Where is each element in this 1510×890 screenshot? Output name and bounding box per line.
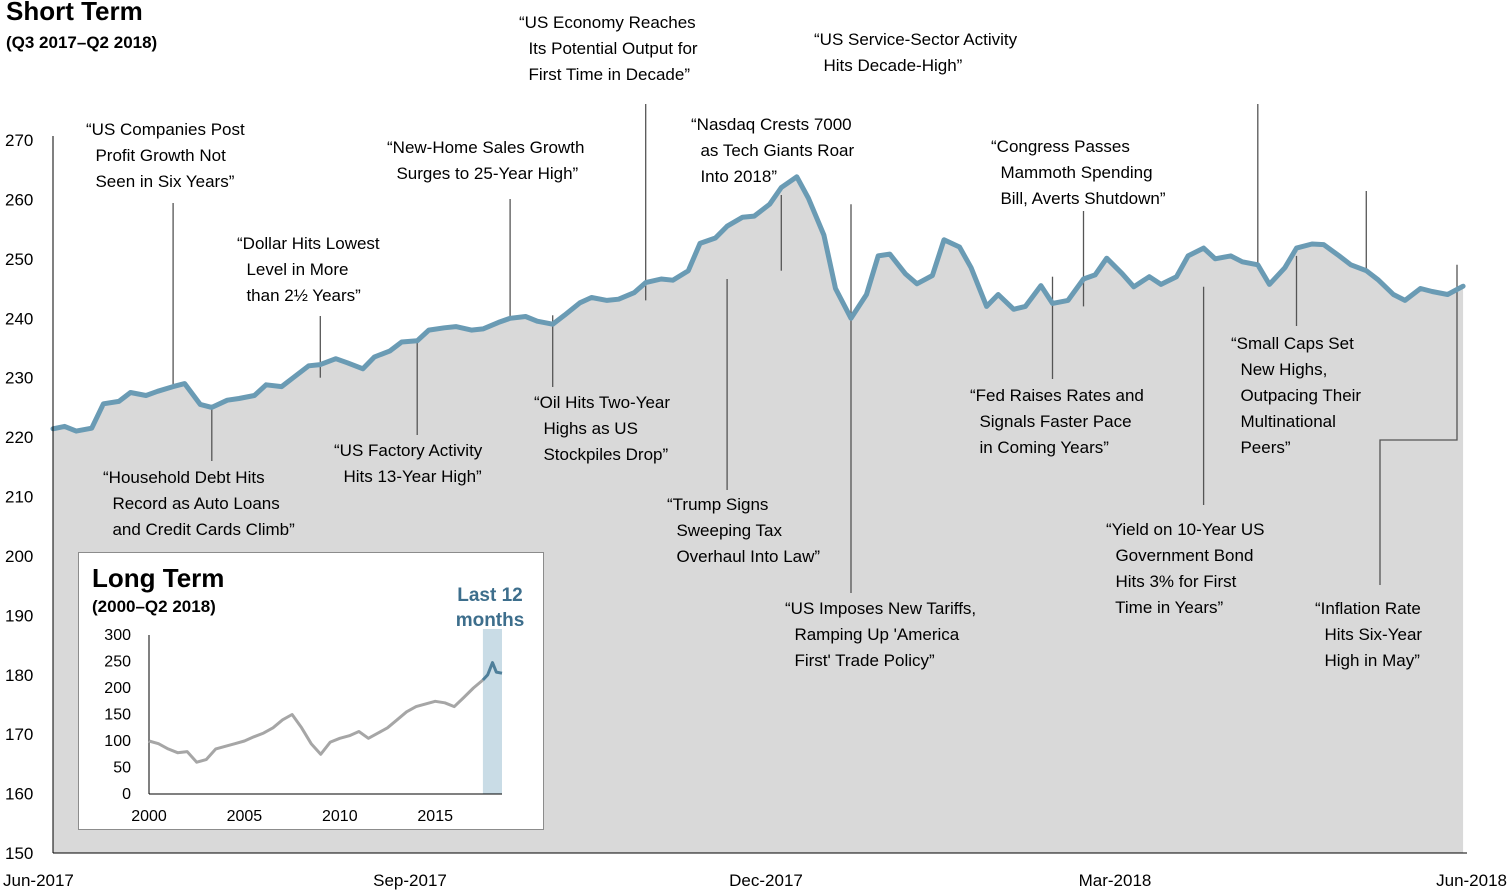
annotation-text: “Yield on 10-Year US Government Bond Hit… [1106,520,1265,617]
y-tick-label: 210 [5,488,33,507]
y-tick-label: 180 [5,666,33,685]
y-tick-label: 230 [5,369,33,388]
x-tick-label: Mar-2018 [1079,871,1152,890]
annotation-text: “Trump Signs Sweeping Tax Overhaul Into … [667,495,821,566]
annotation-text: “Fed Raises Rates and Signals Faster Pac… [970,386,1144,457]
annotation-text: “Congress Passes Mammoth Spending Bill, … [991,137,1166,208]
y-tick-label: 240 [5,309,33,328]
x-tick-label: Jun-2017 [3,871,74,890]
y-tick-label: 250 [5,250,33,269]
y-tick-label: 160 [5,785,33,804]
annotation-text: “Oil Hits Two-Year Highs as US Stockpile… [534,393,671,464]
annotation-text: “US Service-Sector Activity Hits Decade-… [814,30,1018,75]
y-tick-label: 220 [5,428,33,447]
annotation-leaders [172,104,1458,593]
inset-y-tick-label: 0 [122,786,131,803]
annotation-text: “Dollar Hits Lowest Level in More than 2… [237,234,380,305]
price-line [50,174,1466,434]
y-tick-label: 270 [5,131,33,150]
last-12-months-band [482,629,502,794]
last-12-months-label: Last 12 months [455,585,525,631]
annotation-text: “US Imposes New Tariffs, Ramping Up 'Ame… [785,599,977,670]
long-term-chart: 0 50 100 150 200 250 300 2000 2005 2010 2015 [104,627,503,825]
inset-history-line [148,678,484,764]
inset-x-tick-label: 2005 [227,808,263,825]
annotation-leader [1379,264,1458,585]
annotation-text: “US Companies Post Profit Growth Not See… [86,120,245,191]
chart-title: Short Term [6,0,143,26]
inset-x-tick-label: 2010 [322,808,358,825]
inset-y-tick-label: 150 [104,707,131,724]
y-tick-label: 190 [5,606,33,625]
annotation-text: “Household Debt Hits Record as Auto Loan… [103,468,295,539]
annotation-text: “US Economy Reaches Its Potential Output… [519,13,698,84]
inset-x-tick-label: 2015 [417,808,453,825]
inset-y-tick-label: 200 [104,680,131,697]
inset-subtitle: (2000–Q2 2018) [92,597,216,616]
x-tick-label: Dec-2017 [729,871,803,890]
x-tick-label: Jun-2018 [1436,871,1507,890]
inset-y-tick-label: 250 [104,654,131,671]
annotation-text: “US Factory Activity Hits 13-Year High” [334,441,483,486]
long-term-inset: 0 50 100 150 200 250 300 2000 2005 2010 2015 Long … [78,552,544,830]
y-tick-label: 150 [5,844,33,863]
annotation-text: “New-Home Sales Growth Surges to 25-Year… [387,138,585,183]
annotation-text: “Small Caps Set New Highs, Outpacing The… [1231,334,1362,457]
inset-recent-line [481,661,503,682]
inset-y-tick-label: 300 [104,627,131,644]
price-series-line [50,174,1466,434]
inset-title: Long Term [92,563,225,593]
y-tick-label: 200 [5,547,33,566]
x-tick-label: Sep-2017 [373,871,447,890]
annotation-text: “Nasdaq Crests 7000 as Tech Giants Roar … [691,115,855,186]
y-tick-label: 170 [5,725,33,744]
inset-y-tick-label: 50 [113,760,131,777]
inset-y-tick-label: 100 [104,733,131,750]
axes: 150 160 170 180 190 200 210 220 230 240 250 260 270 J… [3,131,1507,890]
annotation-text: “Inflation Rate Hits Six-Year High in Ma… [1315,599,1423,670]
chart-subtitle: (Q3 2017–Q2 2018) [6,33,158,52]
inset-x-tick-label: 2000 [131,808,167,825]
y-tick-label: 260 [5,190,33,209]
